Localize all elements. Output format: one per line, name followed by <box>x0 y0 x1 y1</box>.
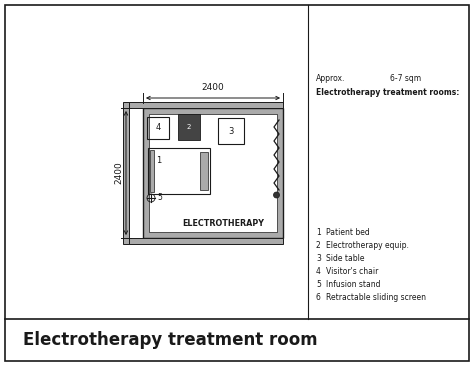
Text: 4: 4 <box>155 123 161 132</box>
Text: ELECTROTHERAPY: ELECTROTHERAPY <box>182 220 264 228</box>
Bar <box>143 108 283 238</box>
Bar <box>218 118 244 144</box>
Text: 3: 3 <box>316 254 321 263</box>
Text: Visitor's chair: Visitor's chair <box>326 267 378 276</box>
Text: Approx.: Approx. <box>316 74 346 83</box>
Text: 2400: 2400 <box>201 83 224 92</box>
Text: Infusion stand: Infusion stand <box>326 280 381 289</box>
Bar <box>147 117 169 139</box>
Text: 5: 5 <box>157 194 162 202</box>
Text: 2: 2 <box>187 124 191 130</box>
Text: 3: 3 <box>228 127 234 135</box>
Text: 1: 1 <box>316 228 321 237</box>
Text: Electrotherapy equip.: Electrotherapy equip. <box>326 241 409 250</box>
Text: Side table: Side table <box>326 254 365 263</box>
Bar <box>148 148 210 194</box>
Bar <box>129 102 283 108</box>
Text: Electrotherapy treatment rooms:: Electrotherapy treatment rooms: <box>316 88 459 97</box>
Circle shape <box>273 192 280 198</box>
Text: Electrotherapy treatment room: Electrotherapy treatment room <box>23 331 318 349</box>
Bar <box>129 238 283 244</box>
Text: Retractable sliding screen: Retractable sliding screen <box>326 293 426 302</box>
Text: 6-7 sqm: 6-7 sqm <box>390 74 421 83</box>
Text: 2: 2 <box>316 241 321 250</box>
Bar <box>178 114 200 140</box>
Text: 6: 6 <box>316 293 321 302</box>
Text: 1: 1 <box>156 156 161 165</box>
Bar <box>150 150 154 192</box>
Bar <box>200 152 208 190</box>
Bar <box>149 114 277 232</box>
Text: 2400: 2400 <box>115 162 124 184</box>
Text: Patient bed: Patient bed <box>326 228 370 237</box>
Bar <box>123 102 129 244</box>
Text: 5: 5 <box>316 280 321 289</box>
Text: 4: 4 <box>316 267 321 276</box>
